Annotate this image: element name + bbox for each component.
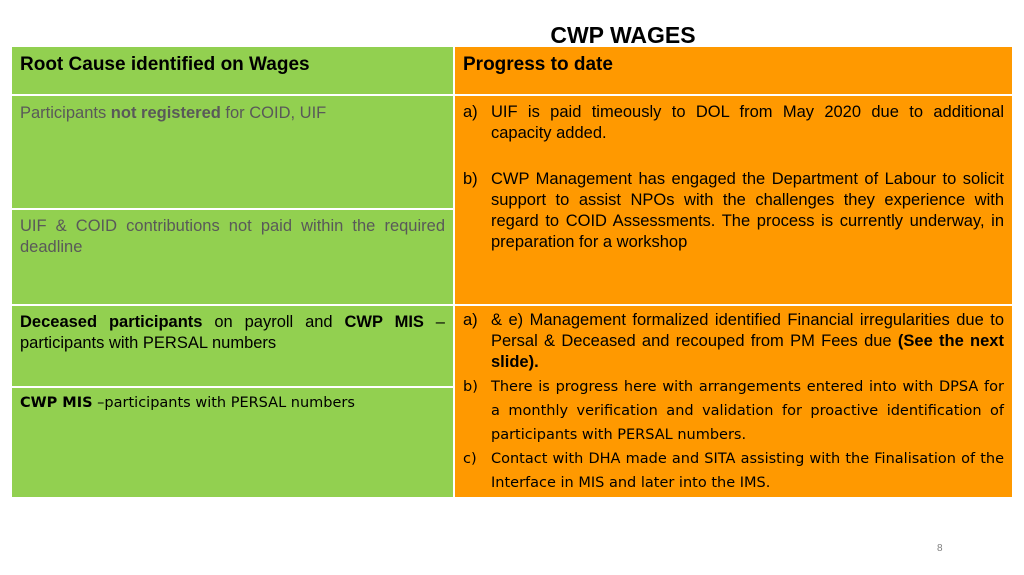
root-cause-deceased: Deceased participants on payroll and CWP… — [12, 306, 453, 386]
progress-text: There is progress here with arrangements… — [491, 379, 1004, 443]
progress-item: a) UIF is paid timeously to DOL from May… — [463, 102, 1004, 144]
progress-item: a) & e) Management formalized identified… — [463, 310, 1004, 373]
root-cause-text-bold: not registered — [110, 104, 221, 122]
progress-cell-2: a) & e) Management formalized identified… — [455, 306, 1012, 497]
progress-text: UIF is paid timeously to DOL from May 20… — [491, 103, 1004, 142]
root-cause-contributions: UIF & COID contributions not paid within… — [12, 210, 453, 304]
progress-text: & e) Management formalized identified Fi… — [491, 310, 1004, 373]
list-marker: a) — [463, 103, 478, 121]
page-number: 8 — [937, 543, 943, 554]
root-cause-text: UIF & COID contributions not paid within… — [20, 217, 445, 256]
root-cause-post: –participants with PERSAL numbers — [92, 395, 355, 411]
progress-item: c) Contact with DHA made and SITA assist… — [463, 447, 1004, 495]
progress-list-1: a) UIF is paid timeously to DOL from May… — [463, 102, 1004, 253]
wages-table: Root Cause identified on Wages Progress … — [12, 47, 1012, 497]
list-marker: b) — [463, 170, 478, 188]
root-cause-text-pre: Participants — [20, 104, 111, 122]
progress-text-main: & e) Management formalized identified Fi… — [491, 311, 1004, 350]
root-cause-bold: CWP MIS — [20, 395, 93, 411]
progress-list-2: a) & e) Management formalized identified… — [463, 310, 1004, 495]
slide-title: CWP WAGES — [550, 22, 696, 48]
header-progress: Progress to date — [455, 47, 1012, 94]
progress-text-bold: (See the next slide). — [491, 332, 1004, 371]
list-marker: b) — [463, 379, 478, 395]
root-cause-bold-1: Deceased participants — [20, 313, 203, 331]
list-marker: c) — [463, 451, 477, 467]
progress-text: CWP Management has engaged the Departmen… — [491, 170, 1004, 251]
root-cause-cwp-mis: CWP MIS –participants with PERSAL number… — [12, 388, 453, 497]
root-cause-post: – participants with PERSAL numbers — [20, 313, 445, 352]
root-cause-text-post: for COID, UIF — [220, 104, 327, 122]
list-marker: a) — [463, 311, 478, 329]
root-cause-registration: Participants not registered for COID, UI… — [12, 96, 453, 208]
header-root-cause: Root Cause identified on Wages — [12, 47, 453, 94]
root-cause-mid: on payroll and — [202, 313, 345, 331]
progress-text: Contact with DHA made and SITA assisting… — [491, 451, 1004, 491]
progress-cell-1: a) UIF is paid timeously to DOL from May… — [455, 96, 1012, 304]
root-cause-bold-2: CWP MIS — [344, 313, 424, 331]
progress-item: b) CWP Management has engaged the Depart… — [463, 169, 1004, 253]
progress-item: b) There is progress here with arrangeme… — [463, 375, 1004, 447]
